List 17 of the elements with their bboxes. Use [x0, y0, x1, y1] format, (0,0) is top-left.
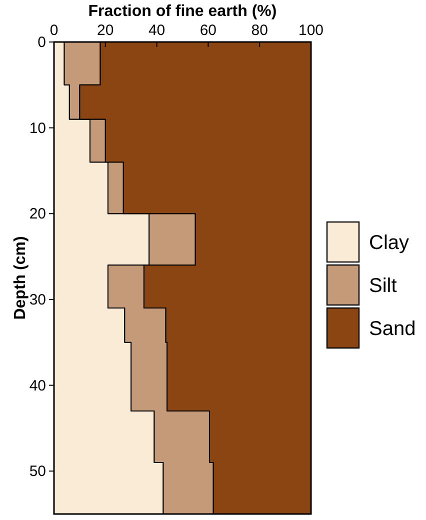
x-axis-title: Fraction of fine earth (%) — [88, 3, 277, 20]
x-tick-label: 100 — [298, 22, 324, 39]
x-tick-label: 40 — [148, 22, 166, 39]
x-tick-label: 80 — [251, 22, 268, 39]
y-axis-title: Depth (cm) — [12, 236, 29, 320]
x-tick-label: 60 — [200, 22, 217, 39]
y-tick-label: 0 — [38, 34, 46, 51]
legend-label: Sand — [369, 318, 416, 340]
y-tick-label: 20 — [29, 206, 46, 223]
y-tick-label: 10 — [29, 120, 46, 137]
y-tick-label: 50 — [29, 463, 46, 480]
y-tick-label: 40 — [29, 377, 46, 394]
legend-label: Clay — [369, 232, 410, 254]
x-tick-label: 0 — [50, 22, 58, 39]
y-tick-label: 30 — [29, 291, 46, 308]
x-tick-label: 20 — [97, 22, 114, 39]
legend-label: Silt — [369, 275, 398, 297]
